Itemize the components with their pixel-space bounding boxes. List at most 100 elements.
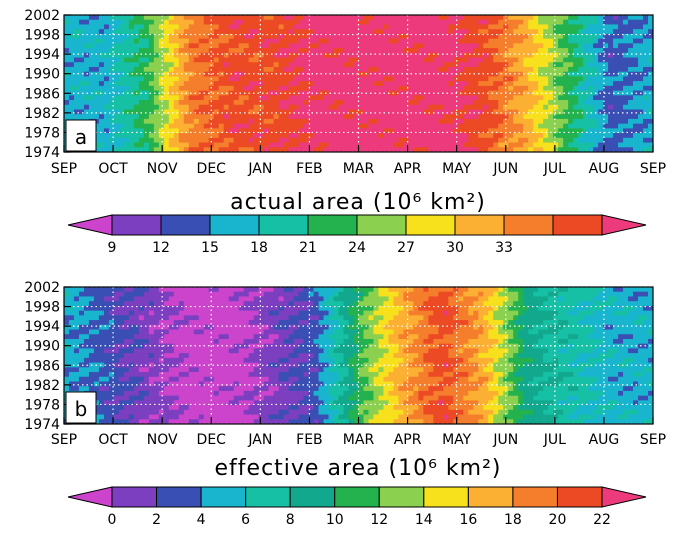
heatmap-cell [98, 315, 105, 321]
heatmap-cell [153, 24, 160, 30]
heatmap-cell [628, 19, 634, 26]
heatmap-cell [193, 390, 200, 397]
heatmap-cell [108, 310, 115, 316]
heatmap-cell [398, 52, 405, 59]
heatmap-cell [403, 123, 410, 129]
heatmap-cell [358, 48, 365, 54]
heatmap-cell [233, 71, 240, 78]
heatmap-cell [283, 95, 290, 101]
heatmap-cell [638, 76, 644, 82]
heatmap-cell [143, 76, 150, 82]
heatmap-cell [243, 38, 250, 44]
heatmap-cell [503, 33, 509, 40]
heatmap-cell [483, 71, 489, 78]
heatmap-cell [363, 76, 370, 82]
heatmap-cell [258, 386, 265, 392]
heatmap-cell [318, 114, 325, 120]
heatmap-cell [493, 147, 499, 152]
heatmap-cell [623, 38, 629, 44]
heatmap-cell [103, 372, 110, 378]
heatmap-cell [183, 147, 190, 152]
heatmap-cell [493, 76, 499, 82]
heatmap-cell [598, 133, 604, 139]
heatmap-cell [458, 66, 464, 73]
heatmap-cell [293, 357, 300, 364]
heatmap-cell [578, 24, 584, 30]
heatmap-cell [338, 15, 345, 21]
heatmap-cell [193, 118, 200, 125]
heatmap-cell [373, 71, 380, 78]
heatmap-cell [553, 29, 559, 35]
heatmap-cell [258, 372, 265, 378]
heatmap-cell [628, 62, 634, 68]
heatmap-cell [608, 104, 614, 111]
heatmap-cell [313, 85, 320, 92]
heatmap-cell [64, 334, 70, 340]
heatmap-cell [398, 29, 405, 35]
heatmap-cell [393, 24, 400, 30]
heatmap-cell [158, 400, 165, 406]
heatmap-cell [608, 85, 614, 92]
heatmap-cell [228, 147, 235, 152]
heatmap-cell [468, 142, 474, 148]
heatmap-cell [228, 123, 235, 129]
heatmap-cell [223, 142, 230, 148]
heatmap-cell [138, 114, 145, 120]
heatmap-cell [113, 305, 120, 312]
heatmap-cell [353, 142, 360, 148]
heatmap-cell [443, 33, 449, 40]
heatmap-cell [508, 66, 514, 73]
heatmap-cell [353, 85, 360, 92]
heatmap-cell [643, 29, 649, 35]
heatmap-cell [178, 123, 185, 129]
heatmap-cell [503, 24, 509, 30]
heatmap-cell [393, 90, 400, 96]
heatmap-cell [348, 85, 355, 92]
heatmap-cell [168, 52, 175, 59]
heatmap-cell [138, 15, 145, 21]
heatmap-cell [108, 362, 115, 368]
heatmap-cell [553, 48, 559, 54]
heatmap-cell [573, 133, 579, 139]
heatmap-cell [543, 104, 549, 111]
heatmap-cell [518, 142, 524, 148]
heatmap-cell [193, 137, 200, 144]
heatmap-cell [503, 15, 509, 21]
heatmap-cell [173, 33, 180, 40]
heatmap-cell [623, 71, 629, 78]
heatmap-cell [103, 343, 110, 350]
heatmap-cell [273, 123, 280, 129]
heatmap-cell [318, 109, 325, 115]
heatmap-cell [118, 104, 125, 111]
heatmap-cell [278, 76, 285, 82]
heatmap-cell [73, 29, 80, 35]
heatmap-cell [543, 43, 549, 49]
heatmap-cell [148, 76, 155, 82]
heatmap-cell [288, 81, 295, 87]
heatmap-cell [453, 43, 459, 49]
heatmap-cell [83, 48, 90, 54]
heatmap-cell [188, 128, 195, 134]
heatmap-cell [513, 15, 519, 21]
heatmap-cell [258, 353, 265, 359]
heatmap-cell [113, 142, 120, 148]
heatmap-cell [288, 414, 295, 420]
heatmap-cell [198, 15, 205, 21]
heatmap-cell [118, 19, 125, 26]
heatmap-cell [633, 109, 639, 115]
heatmap-cell [288, 43, 295, 49]
heatmap-cell [123, 357, 130, 364]
heatmap-cell [538, 76, 544, 82]
heatmap-cell [173, 118, 180, 125]
heatmap-cell [223, 414, 230, 420]
heatmap-cell [78, 109, 85, 115]
heatmap-cell [568, 133, 574, 139]
heatmap-cell [303, 100, 310, 106]
heatmap-cell [378, 137, 385, 144]
heatmap-cell [593, 48, 599, 54]
heatmap-cell [223, 405, 230, 411]
heatmap-cell [323, 147, 330, 152]
heatmap-cell [228, 386, 235, 392]
heatmap-cell [83, 301, 90, 307]
heatmap-cell [108, 338, 115, 345]
